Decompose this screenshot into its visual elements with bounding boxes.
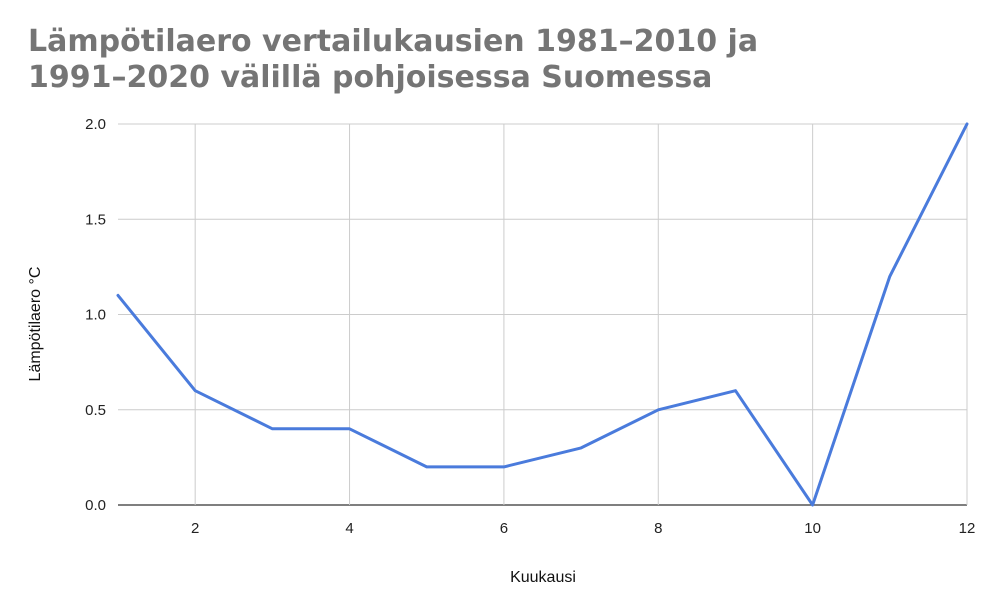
- x-tick-label: 6: [500, 520, 508, 537]
- x-axis-label: Kuukausi: [510, 569, 576, 586]
- y-tick-label: 0.5: [85, 402, 106, 419]
- x-tick-label: 12: [959, 520, 976, 537]
- grid-lines: [118, 123, 968, 506]
- x-tick-labels: 2 4 6 8 10 12: [191, 520, 975, 537]
- chart-title: Lämpötilaero vertailukausien 1981–2010 j…: [28, 24, 928, 96]
- series-layer: [116, 122, 969, 507]
- chart-title-line-1: Lämpötilaero vertailukausien 1981–2010 j…: [28, 24, 759, 59]
- y-tick-label: 0.0: [85, 497, 106, 514]
- x-tick-label: 2: [191, 520, 199, 537]
- y-tick-labels: 0.0 0.5 1.0 1.5 2.0: [85, 116, 106, 514]
- y-tick-label: 1.0: [85, 307, 106, 324]
- series-line-1: [116, 122, 969, 507]
- y-tick-label: 2.0: [85, 116, 106, 133]
- x-tick-label: 10: [804, 520, 821, 537]
- y-axis-label: Lämpötilaero °C: [27, 267, 44, 382]
- y-tick-label: 1.5: [85, 211, 106, 228]
- x-tick-label: 8: [654, 520, 662, 537]
- x-tick-label: 4: [345, 520, 353, 537]
- chart-title-line-2: 1991–2020 välillä pohjoisessa Suomessa: [28, 60, 713, 95]
